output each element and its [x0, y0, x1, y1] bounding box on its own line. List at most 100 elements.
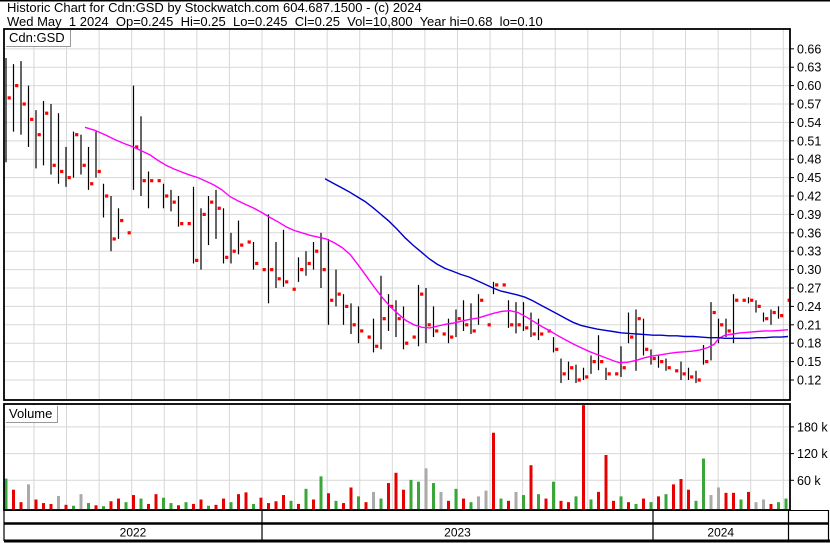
close-dot — [615, 372, 619, 376]
close-dot — [780, 314, 784, 318]
close-dot — [502, 283, 506, 287]
price-axis-label: 0.15 — [797, 355, 821, 369]
close-dot — [97, 169, 101, 174]
close-dot — [150, 179, 154, 183]
volume-bar — [229, 502, 233, 509]
close-dot — [210, 200, 214, 204]
volume-bar — [259, 497, 263, 509]
volume-bar — [627, 502, 630, 509]
close-dot — [82, 163, 86, 167]
close-dot — [427, 323, 431, 327]
close-dot — [352, 323, 356, 327]
volume-bar — [357, 496, 360, 509]
price-axis-label: 0.36 — [797, 226, 821, 240]
price-axis-label: 0.63 — [797, 61, 821, 75]
volume-bar — [319, 476, 323, 509]
ma-slow-line — [324, 178, 789, 339]
close-dot — [720, 323, 724, 327]
price-axis-label: 0.60 — [797, 79, 821, 93]
volume-bar — [402, 489, 405, 509]
close-dot — [442, 332, 446, 336]
year-label: 2024 — [707, 526, 734, 540]
volume-bar — [57, 495, 60, 509]
volume-bar — [27, 484, 30, 509]
close-dot — [337, 292, 341, 296]
volume-bar — [529, 465, 533, 509]
volume-bar — [327, 493, 330, 509]
close-dot — [217, 206, 221, 210]
volume-bar — [312, 499, 315, 509]
volume-bar — [499, 498, 503, 509]
volume-bar — [214, 504, 218, 509]
year-label: 2023 — [444, 526, 471, 540]
volume-bar — [394, 472, 398, 509]
close-dot — [105, 194, 109, 198]
volume-bar — [109, 501, 113, 509]
volume-bar — [574, 496, 578, 509]
close-dot — [750, 298, 754, 302]
volume-bar — [777, 502, 780, 509]
volume-bar — [732, 492, 735, 509]
close-dot — [555, 347, 559, 351]
close-dot — [637, 317, 641, 321]
volume-bar — [679, 479, 683, 509]
close-dot — [690, 375, 694, 379]
price-axis-label: 0.21 — [797, 318, 821, 332]
close-dot — [307, 261, 311, 266]
price-axis-label: 0.27 — [797, 282, 821, 296]
volume-bar — [477, 496, 480, 509]
volume-bar — [199, 499, 203, 509]
close-dot — [397, 317, 401, 321]
close-dot — [262, 268, 266, 272]
close-dot — [532, 332, 536, 336]
volume-bar — [454, 488, 458, 509]
close-dot — [660, 360, 664, 364]
volume-bar — [514, 491, 518, 509]
close-dot — [600, 360, 604, 364]
close-dot — [495, 283, 499, 287]
volume-bar — [4, 478, 8, 509]
close-dot — [127, 231, 131, 235]
close-dot — [225, 255, 229, 259]
close-dot — [577, 378, 581, 382]
close-dot — [735, 298, 739, 302]
volume-bar — [334, 500, 338, 509]
close-dot — [292, 287, 296, 291]
volume-bar — [117, 498, 120, 509]
close-dot — [300, 268, 304, 272]
close-dot — [607, 372, 611, 376]
price-panel-frame — [3, 28, 791, 401]
close-dot — [510, 323, 514, 327]
volume-bar — [702, 458, 705, 509]
close-dot — [15, 84, 19, 88]
close-dot — [52, 163, 56, 167]
volume-bar — [694, 500, 698, 509]
close-dot — [367, 335, 371, 339]
close-dot — [202, 212, 206, 217]
volume-bar — [124, 502, 128, 509]
volume-bar — [709, 495, 713, 509]
chart-title-line: Historic Chart for Cdn:GSD by Stockwatch… — [7, 0, 422, 15]
volume-bar — [567, 502, 570, 509]
volume-bar — [582, 405, 585, 509]
close-dot — [255, 261, 259, 266]
close-dot — [195, 258, 199, 263]
price-axis-label: 0.33 — [797, 245, 821, 259]
close-dot — [517, 323, 521, 327]
volume-bar — [642, 498, 645, 509]
volume-axis-label: 120 k — [797, 447, 828, 461]
volume-bar — [87, 503, 90, 509]
volume-bar — [252, 503, 255, 509]
close-dot — [585, 375, 589, 379]
volume-bar — [739, 499, 743, 509]
volume-bar — [94, 505, 98, 509]
close-dot — [270, 268, 274, 272]
volume-bar — [559, 500, 563, 509]
close-dot — [345, 304, 349, 309]
close-dot — [187, 222, 191, 226]
close-dot — [682, 372, 686, 376]
price-axis-label: 0.48 — [797, 153, 821, 167]
volume-bar — [184, 502, 188, 509]
